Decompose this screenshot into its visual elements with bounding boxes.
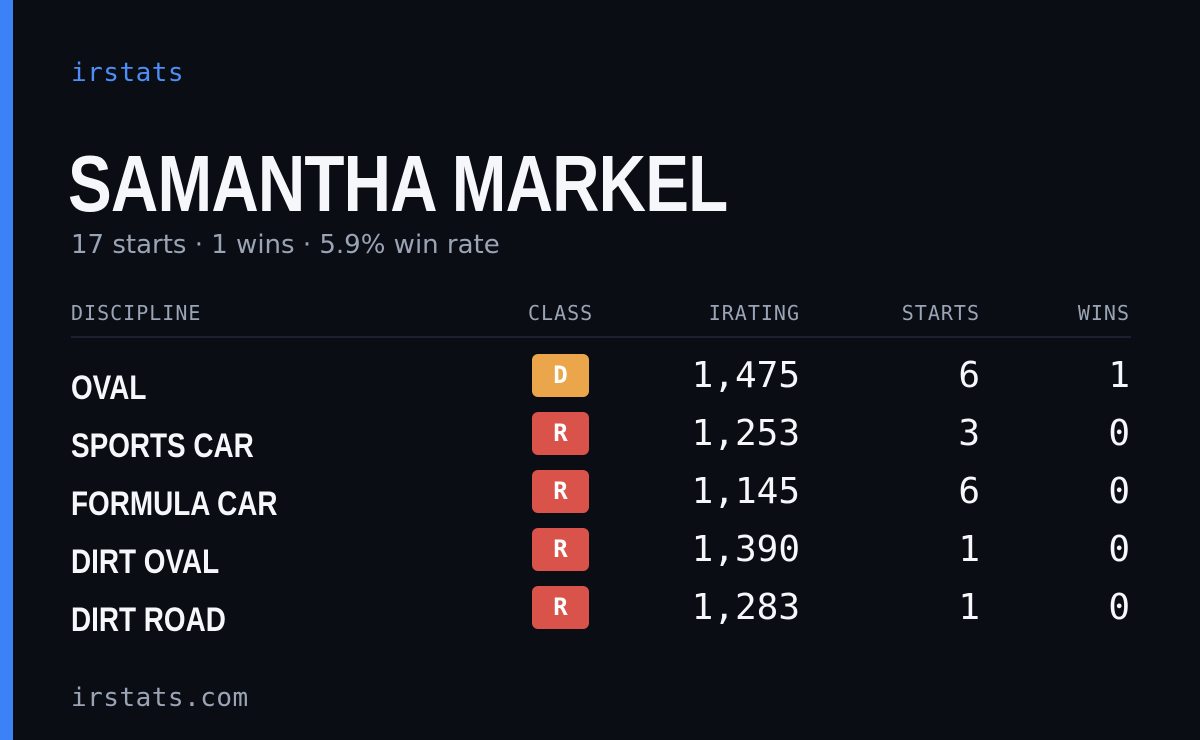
table-row: OVAL D 1,475 6 1 bbox=[71, 354, 1131, 412]
irating-value: 1,253 bbox=[691, 413, 800, 454]
starts-value: 3 bbox=[958, 413, 980, 454]
column-header-class: CLASS bbox=[528, 301, 594, 325]
brand-logo: irstats bbox=[71, 58, 185, 88]
discipline-label: DIRT OVAL bbox=[71, 543, 220, 581]
starts-value: 1 bbox=[958, 587, 980, 628]
wins-value: 0 bbox=[1108, 413, 1130, 454]
discipline-label: SPORTS CAR bbox=[71, 427, 254, 465]
column-header-starts: STARTS bbox=[901, 301, 980, 325]
table-row: SPORTS CAR R 1,253 3 0 bbox=[71, 412, 1131, 470]
class-badge: R bbox=[532, 470, 589, 513]
irating-value: 1,390 bbox=[691, 529, 800, 570]
discipline-label: OVAL bbox=[71, 369, 147, 407]
class-badge: D bbox=[532, 354, 589, 397]
wins-value: 1 bbox=[1108, 355, 1130, 396]
class-badge: R bbox=[532, 586, 589, 629]
starts-value: 6 bbox=[958, 355, 980, 396]
class-badge: R bbox=[532, 528, 589, 571]
starts-value: 1 bbox=[958, 529, 980, 570]
table-body: OVAL D 1,475 6 1 SPORTS CAR R 1,253 3 0 … bbox=[71, 338, 1131, 644]
column-header-discipline: DISCIPLINE bbox=[71, 301, 202, 325]
wins-value: 0 bbox=[1108, 471, 1130, 512]
irating-value: 1,475 bbox=[691, 355, 800, 396]
column-header-wins: WINS bbox=[1077, 301, 1130, 325]
discipline-label: FORMULA CAR bbox=[71, 485, 278, 523]
footer-url: irstats.com bbox=[71, 683, 249, 713]
table-row: FORMULA CAR R 1,145 6 0 bbox=[71, 470, 1131, 528]
irating-value: 1,145 bbox=[691, 471, 800, 512]
wins-value: 0 bbox=[1108, 529, 1130, 570]
wins-value: 0 bbox=[1108, 587, 1130, 628]
accent-bar bbox=[0, 0, 13, 740]
class-badge: R bbox=[532, 412, 589, 455]
driver-name: SAMANTHA MARKEL bbox=[68, 139, 728, 228]
driver-summary: 17 starts · 1 wins · 5.9% win rate bbox=[71, 230, 500, 260]
starts-value: 6 bbox=[958, 471, 980, 512]
stats-table: DISCIPLINE CLASS IRATING STARTS WINS OVA… bbox=[71, 296, 1131, 644]
discipline-label: DIRT ROAD bbox=[71, 601, 226, 639]
table-header: DISCIPLINE CLASS IRATING STARTS WINS bbox=[71, 296, 1131, 338]
table-row: DIRT OVAL R 1,390 1 0 bbox=[71, 528, 1131, 586]
irating-value: 1,283 bbox=[691, 587, 800, 628]
column-header-irating: IRATING bbox=[708, 301, 800, 325]
table-row: DIRT ROAD R 1,283 1 0 bbox=[71, 586, 1131, 644]
